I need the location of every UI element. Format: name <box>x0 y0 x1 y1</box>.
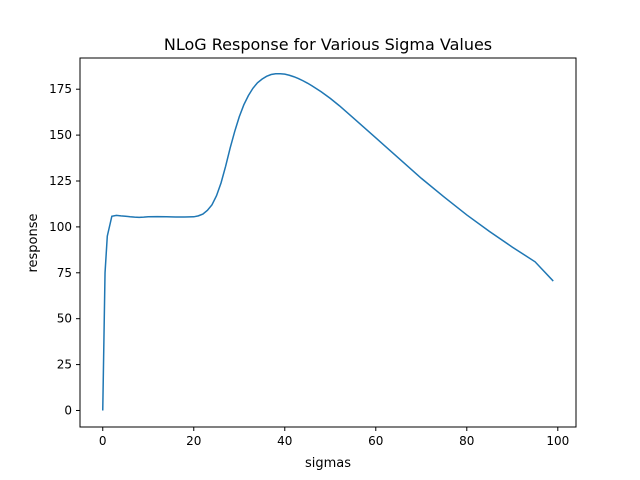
y-tick-label: 125 <box>49 174 72 188</box>
chart-title: NLoG Response for Various Sigma Values <box>164 35 492 54</box>
y-tick-label: 150 <box>49 128 72 142</box>
x-tick-label: 0 <box>99 434 107 448</box>
x-tick-label: 40 <box>277 434 292 448</box>
x-tick-label: 80 <box>459 434 474 448</box>
y-axis-ticks: 0 25 50 75 100 125 150 175 <box>49 82 80 417</box>
y-tick-label: 50 <box>57 312 72 326</box>
x-tick-label: 100 <box>546 434 569 448</box>
x-axis-label: sigmas <box>305 456 351 471</box>
plot-area: 0 20 40 60 80 100 0 25 50 75 100 125 150 175 <box>49 57 577 448</box>
y-tick-label: 0 <box>64 403 72 417</box>
axes-frame <box>79 57 577 428</box>
x-tick-label: 60 <box>368 434 383 448</box>
y-tick-label: 175 <box>49 82 72 96</box>
y-tick-label: 25 <box>57 358 72 372</box>
y-tick-label: 75 <box>57 266 72 280</box>
x-axis-ticks: 0 20 40 60 80 100 <box>99 427 569 448</box>
response-series-line <box>102 73 554 411</box>
x-tick-label: 20 <box>186 434 201 448</box>
y-tick-label: 100 <box>49 220 72 234</box>
y-axis-label: response <box>26 213 41 272</box>
